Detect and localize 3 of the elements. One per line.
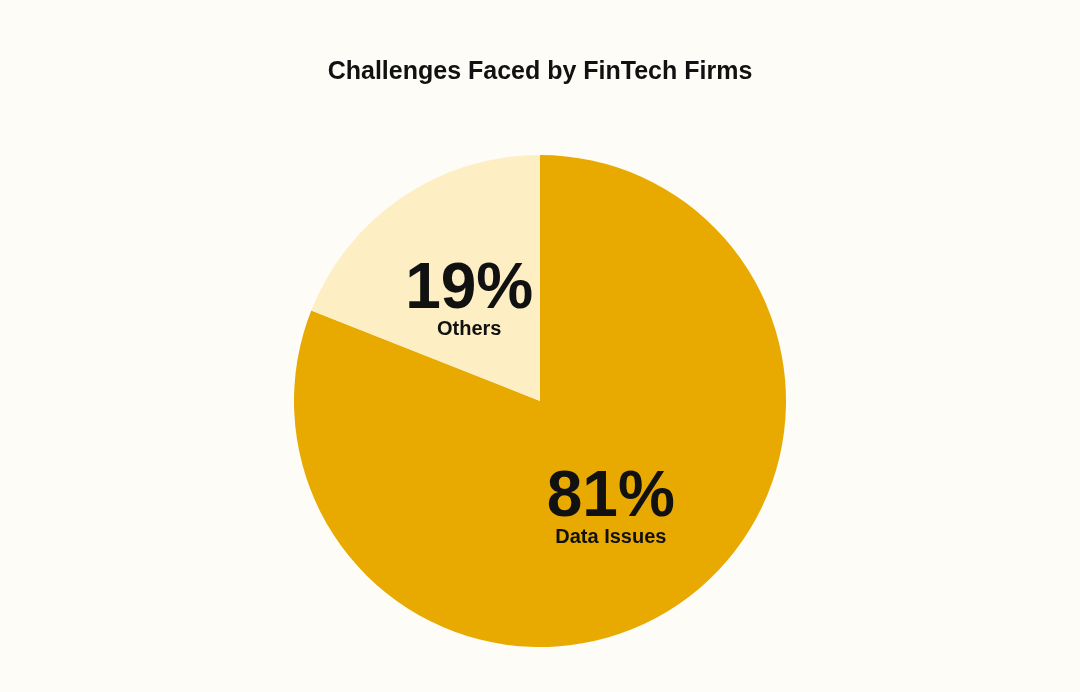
chart-title: Challenges Faced by FinTech Firms (327, 55, 753, 84)
slice-label: Data Issues (555, 525, 667, 548)
slice-label: Others (436, 316, 502, 339)
